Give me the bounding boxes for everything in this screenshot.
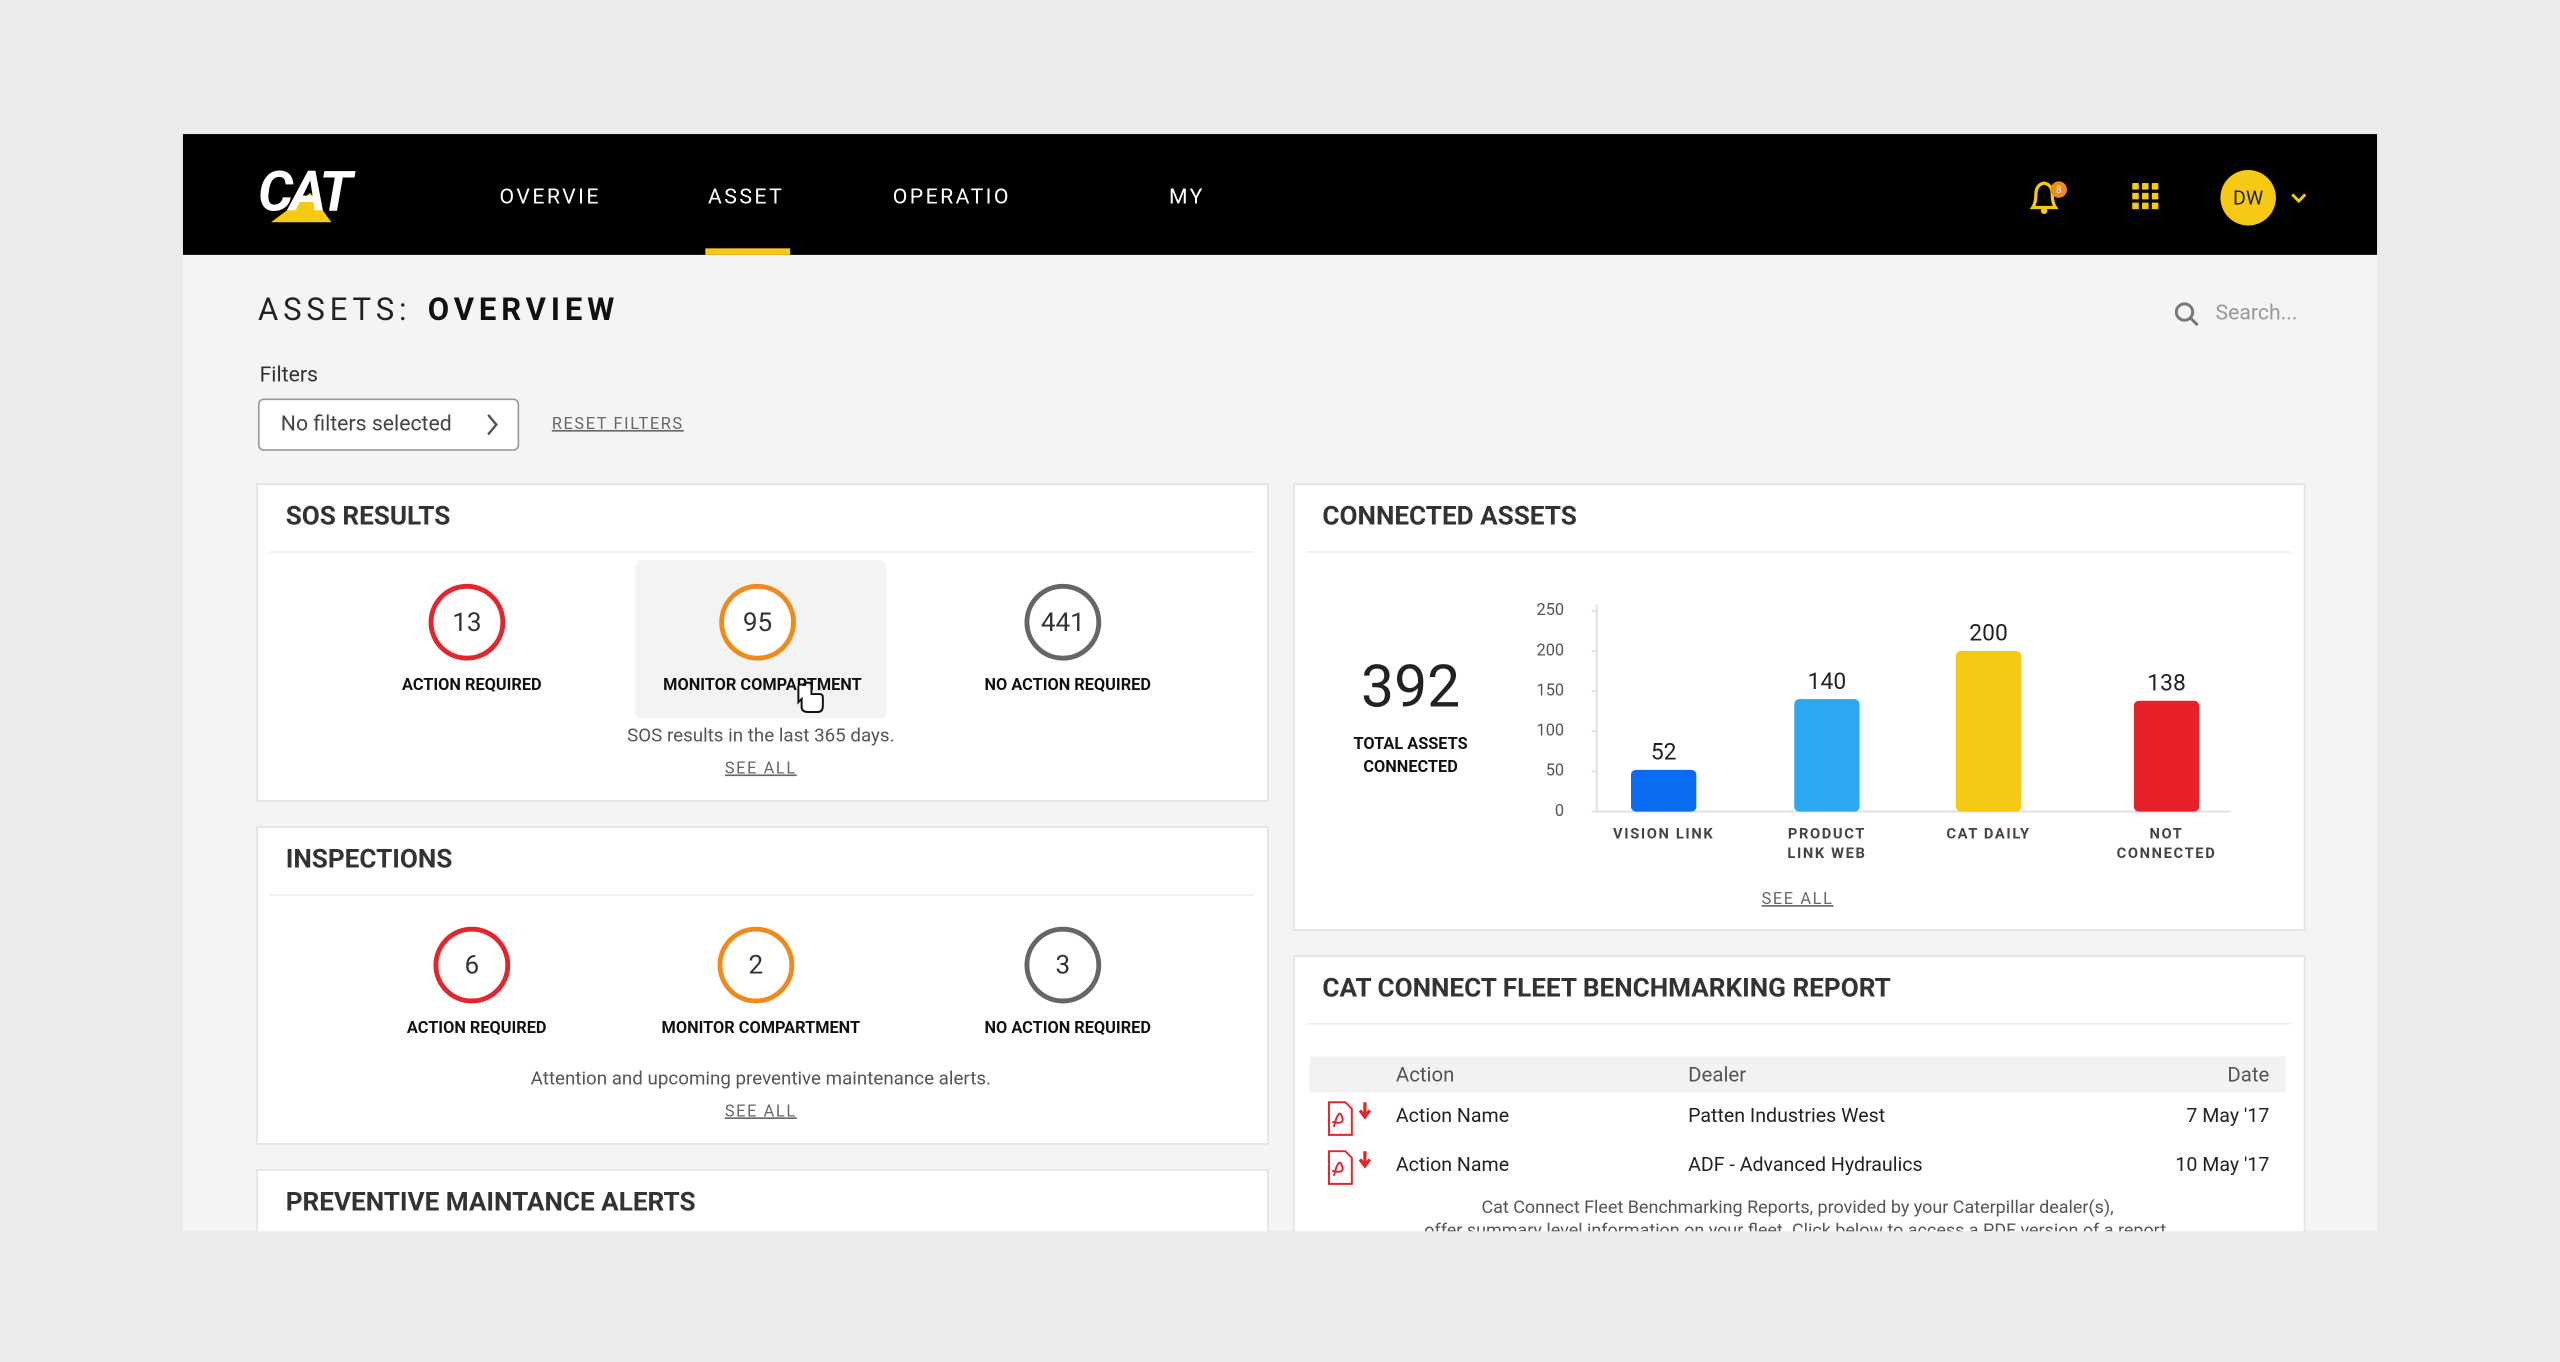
bar-value-label: 140 [1808,668,1847,695]
status-label: MONITOR COMPARTMENT [662,1018,861,1037]
card-title: SOS RESULTS [286,502,451,532]
table-cell: Action Name [1396,1104,1509,1127]
card-title: PREVENTIVE MAINTANCE ALERTS [286,1187,696,1217]
x-tick-label: PRODUCT [1788,824,1866,842]
bar-value-label: 200 [1969,620,2008,647]
see-all[interactable]: SEE ALL [725,1101,797,1120]
nav-item[interactable]: OVERVIE [500,184,601,209]
status-ring[interactable] [1024,583,1102,661]
table-cell: Patten Industries West [1688,1104,1885,1127]
total-label: CONNECTED [1363,757,1457,776]
bar [1631,769,1697,812]
status-ring[interactable] [1024,926,1102,1004]
pdf-icon[interactable] [1328,1150,1353,1185]
table-cell: Action Name [1396,1153,1509,1176]
card [1293,955,2306,1232]
card [256,1169,1269,1232]
x-tick-label: VISION LINK [1613,824,1714,842]
x-tick-label: NOT [2150,824,2184,842]
table-cell: 7 May '17 [2186,1104,2269,1127]
y-tick-label: 150 [1537,680,1565,699]
x-tick-label: LINK WEB [1787,844,1866,862]
avatar-chevron[interactable] [2291,193,2307,204]
nav-item[interactable]: OPERATIO [893,184,1011,209]
search[interactable]: Search... [2174,300,2298,327]
x-tick-label: CONNECTED [2117,844,2217,862]
status-ring[interactable] [717,926,795,1004]
logo-mark [271,192,332,223]
table-header [1309,1056,2286,1093]
nav-item[interactable]: MY [1169,184,1205,209]
table-note: Cat Connect Fleet Benchmarking Reports, … [1481,1197,2113,1218]
see-all[interactable]: SEE ALL [725,758,797,777]
avatar[interactable] [2220,169,2276,226]
filter-box[interactable] [257,398,520,451]
y-tick-label: 200 [1537,640,1565,659]
app: CAT 8 DW ASSETS: OVERVIEW Search... Filt… [182,134,2378,1241]
status-label: MONITOR COMPARTMENT [663,675,862,694]
badge: 8 [2056,185,2062,196]
column-header: Action [1396,1062,1455,1086]
title-prefix: ASSETS: [258,291,411,328]
status-count: 3 [1056,951,1071,981]
see-all[interactable]: SEE ALL [1762,889,1834,908]
status-ring[interactable] [719,583,796,661]
y-tick-label: 50 [1546,761,1564,780]
filter-chevron [487,414,498,436]
filter-value: No filters selected [281,411,452,436]
table-note: offer summary level information on your … [1424,1220,2170,1241]
bar [2133,700,2200,812]
reset-filters[interactable]: RESET FILTERS [552,414,684,433]
cursor [797,681,824,714]
nav-active-indicator [705,248,791,255]
table-cell: 10 May '17 [2175,1153,2269,1176]
nav-item[interactable]: ASSET [708,184,784,209]
download-arrow [1358,1102,1372,1120]
status-label: ACTION REQUIRED [402,675,542,694]
search-placeholder: Search... [2216,300,2298,325]
bar [1794,699,1860,812]
status-count: 95 [743,608,772,638]
status-label: NO ACTION REQUIRED [985,1018,1151,1037]
total-label: TOTAL ASSETS [1354,734,1468,753]
card-title: CONNECTED ASSETS [1322,502,1576,532]
bar-value-label: 138 [2147,669,2186,696]
column-header: Dealer [1688,1062,1746,1086]
x-tick-label: CAT DAILY [1946,824,2030,842]
y-tick-label: 0 [1555,801,1564,820]
top-bar [182,134,2378,255]
table-cell: ADF - Advanced Hydraulics [1688,1153,1922,1176]
status-label: NO ACTION REQUIRED [985,675,1151,694]
y-tick-label: 100 [1537,721,1565,740]
download-arrow [1358,1151,1372,1169]
logo: CAT [258,160,356,225]
bar-value-label: 52 [1651,739,1677,766]
page-title: OVERVIEW [428,291,619,328]
status-ring[interactable] [433,926,511,1004]
pdf-icon[interactable] [1328,1101,1353,1136]
status-count: 6 [464,951,479,981]
card-note: SOS results in the last 365 days. [627,724,894,746]
bar [1955,650,2022,812]
card-title: CAT CONNECT FLEET BENCHMARKING REPORT [1322,973,1890,1003]
card-title: INSPECTIONS [286,844,453,874]
apps-icon[interactable] [2132,183,2159,210]
status-label: ACTION REQUIRED [407,1018,547,1037]
status-count: 2 [749,951,764,981]
card-note: Attention and upcoming preventive mainte… [531,1067,991,1089]
column-header: Date [2227,1062,2269,1086]
status-count: 441 [1041,608,1085,638]
status-ring[interactable] [428,583,506,661]
y-tick-label: 250 [1537,600,1565,619]
bell-icon[interactable]: 8 [2029,181,2067,215]
total-count: 392 [1361,652,1460,721]
avatar-initials: DW [2233,187,2263,210]
filters-label: Filters [260,362,318,387]
status-count: 13 [452,608,481,638]
